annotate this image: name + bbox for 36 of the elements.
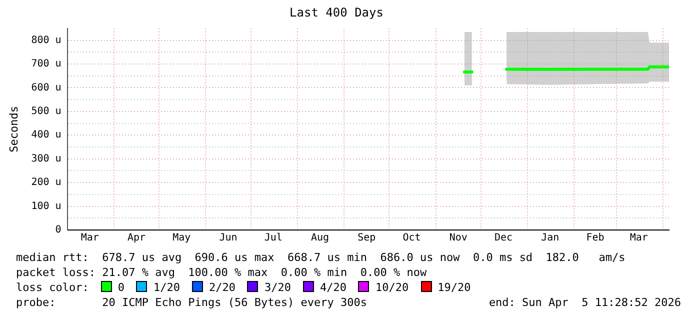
x-tick-label: Jun [219, 232, 238, 244]
legend-label: 0 [118, 281, 124, 294]
y-axis-title: Seconds [7, 106, 20, 152]
y-tick-label: 400 u [31, 130, 62, 141]
x-tick-label: Dec [494, 232, 513, 244]
x-tick-label: Jul [264, 232, 282, 244]
x-tick-label: May [172, 232, 191, 244]
legend-title: loss color: [16, 281, 89, 295]
x-tick-label: Nov [449, 232, 468, 244]
y-tick-label: 100 u [31, 200, 62, 212]
x-tick-label: Feb [586, 232, 604, 244]
x-tick-label: Jan [541, 232, 560, 244]
legend-label: 3/20 [264, 281, 291, 294]
x-tick-label: Sep [358, 232, 376, 244]
text: probe: 20 ICMP Echo Pings (56 Bytes) every 300s [16, 296, 367, 310]
legend-label: 2/20 [208, 281, 236, 294]
x-tick-label: Apr [127, 232, 146, 244]
x-tick-label: Mar [80, 232, 99, 244]
chart-title: Last 400 Days [290, 5, 384, 20]
text: end: Sun Apr 5 11:28:52 2026 [488, 296, 681, 310]
x-tick-label: Aug [310, 232, 330, 244]
y-tick-label: 600 u [31, 82, 62, 94]
y-tick-label: 500 u [31, 106, 62, 118]
legend-label: 10/20 [375, 281, 409, 294]
y-tick-label: 300 u [31, 153, 62, 164]
legend-label: 4/20 [320, 281, 346, 294]
x-tick-label: Oct [402, 232, 421, 244]
legend-label: 19/20 [438, 281, 471, 294]
y-tick-label: 200 u [31, 177, 62, 188]
y-tick-label: 700 u [31, 58, 62, 70]
y-tick-label: 0 [55, 224, 62, 236]
y-tick-label: 800 u [31, 34, 62, 46]
legend-label: 1/20 [153, 281, 180, 294]
text: packet loss: 21.07 % avg 100.00 % max 0.00 % min 0.00 % now [16, 266, 427, 280]
text: median rtt: 678.7 us avg 690.6 us max 668.7 us min 686.0 us now 0.0 ms sd 182.0 am/s [16, 251, 626, 265]
x-tick-label: Mar [630, 232, 648, 244]
